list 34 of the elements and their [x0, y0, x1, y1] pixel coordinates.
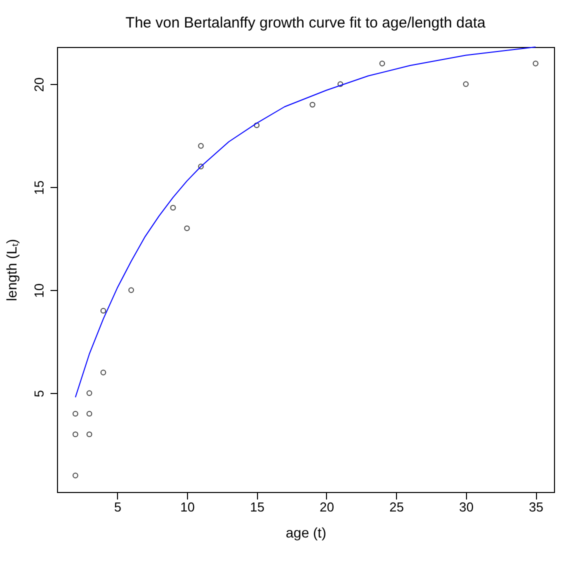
x-tick-label: 10	[180, 500, 195, 514]
chart-title: The von Bertalanffy growth curve fit to age/length data	[126, 14, 486, 32]
y-tick-label: 20	[32, 77, 46, 92]
y-axis-title: length (Lₜ)	[4, 238, 20, 302]
point	[86, 431, 92, 438]
x-tick-label: 30	[459, 500, 474, 514]
x-tick-label: 35	[528, 500, 544, 514]
point	[198, 164, 204, 170]
point	[72, 431, 78, 438]
point	[72, 472, 78, 478]
point	[379, 60, 386, 66]
x-tick-label: 25	[389, 500, 404, 514]
point	[338, 81, 344, 87]
point	[310, 102, 316, 108]
line-series	[74, 46, 536, 398]
point	[128, 287, 134, 293]
point	[170, 204, 176, 211]
x-tick-label: 5	[114, 500, 122, 514]
x-axis-title: age (t)	[286, 524, 326, 540]
x-tick-label: 15	[250, 500, 264, 514]
point	[86, 410, 92, 417]
point	[184, 225, 190, 232]
point	[86, 390, 92, 396]
point	[198, 143, 204, 149]
x-tick-label: 20	[320, 500, 334, 514]
point	[254, 122, 260, 128]
y-tick-label: 5	[32, 390, 46, 398]
point	[532, 60, 538, 66]
point	[72, 410, 78, 417]
point	[463, 81, 469, 87]
point	[100, 370, 106, 376]
point	[100, 308, 106, 314]
y-tick-label: 15	[32, 180, 46, 195]
y-tick-label: 10	[32, 283, 46, 298]
